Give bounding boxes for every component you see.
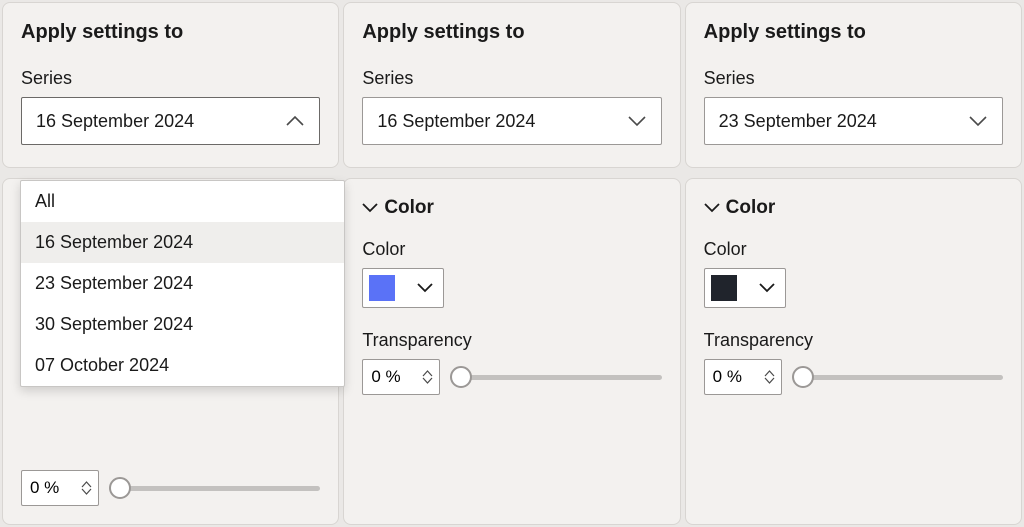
transparency-row: 0 % — [704, 359, 1003, 395]
settings-panel-1: Apply settings to Series 16 September 20… — [2, 2, 339, 525]
spinner — [81, 481, 92, 495]
spinner-up-icon[interactable] — [764, 370, 775, 377]
transparency-label: Transparency — [704, 330, 1003, 351]
chevron-down-icon — [968, 115, 988, 127]
transparency-value: 0 % — [30, 478, 59, 498]
spinner-up-icon[interactable] — [422, 370, 433, 377]
series-option-sep23[interactable]: 23 September 2024 — [21, 263, 344, 304]
apply-settings-title: Apply settings to — [362, 21, 661, 44]
color-accordion-header[interactable]: Color — [362, 197, 661, 219]
spinner-down-icon[interactable] — [81, 488, 92, 495]
apply-settings-card: Apply settings to Series 23 September 20… — [685, 2, 1022, 168]
chevron-down-icon — [362, 203, 378, 213]
slider-thumb[interactable] — [450, 366, 472, 388]
color-swatch — [369, 275, 395, 301]
transparency-input[interactable]: 0 % — [704, 359, 782, 395]
color-section-label: Color — [384, 197, 434, 219]
series-select[interactable]: 23 September 2024 — [704, 97, 1003, 145]
series-select-value: 16 September 2024 — [36, 111, 194, 132]
transparency-value: 0 % — [371, 367, 400, 387]
color-swatch — [711, 275, 737, 301]
spinner-up-icon[interactable] — [81, 481, 92, 488]
series-option-all[interactable]: All — [21, 181, 344, 222]
spinner-down-icon[interactable] — [422, 377, 433, 384]
slider-track — [792, 375, 1003, 380]
spinner — [422, 370, 433, 384]
chevron-down-icon — [627, 115, 647, 127]
transparency-value: 0 % — [713, 367, 742, 387]
transparency-label: Transparency — [362, 330, 661, 351]
series-label: Series — [21, 68, 320, 89]
chevron-down-icon — [759, 283, 775, 293]
chevron-down-icon — [417, 283, 433, 293]
series-label: Series — [362, 68, 661, 89]
color-card: Color Color Transparency 0 % — [685, 178, 1022, 525]
transparency-slider[interactable] — [109, 476, 320, 500]
transparency-input[interactable]: 0 % — [21, 470, 99, 506]
color-section-label: Color — [726, 197, 776, 219]
apply-settings-title: Apply settings to — [704, 21, 1003, 44]
transparency-row: 0 % — [362, 359, 661, 395]
color-picker[interactable] — [704, 268, 786, 308]
series-option-sep30[interactable]: 30 September 2024 — [21, 304, 344, 345]
series-dropdown-list: All 16 September 2024 23 September 2024 … — [20, 180, 345, 387]
color-accordion-header[interactable]: Color — [704, 197, 1003, 219]
series-select-value: 23 September 2024 — [719, 111, 877, 132]
settings-panel-2: Apply settings to Series 16 September 20… — [343, 2, 680, 525]
color-card: Color Color Transparency 0 % — [343, 178, 680, 525]
spinner — [764, 370, 775, 384]
series-select-value: 16 September 2024 — [377, 111, 535, 132]
slider-track — [109, 486, 320, 491]
transparency-row: 0 % — [21, 470, 320, 506]
chevron-down-icon — [704, 203, 720, 213]
apply-settings-card: Apply settings to Series 16 September 20… — [343, 2, 680, 168]
series-select[interactable]: 16 September 2024 — [362, 97, 661, 145]
slider-thumb[interactable] — [792, 366, 814, 388]
color-label: Color — [362, 239, 661, 260]
series-option-oct07[interactable]: 07 October 2024 — [21, 345, 344, 386]
color-label: Color — [704, 239, 1003, 260]
series-select[interactable]: 16 September 2024 — [21, 97, 320, 145]
transparency-slider[interactable] — [792, 365, 1003, 389]
transparency-slider[interactable] — [450, 365, 661, 389]
series-label: Series — [704, 68, 1003, 89]
apply-settings-title: Apply settings to — [21, 21, 320, 44]
chevron-up-icon — [285, 115, 305, 127]
slider-thumb[interactable] — [109, 477, 131, 499]
transparency-input[interactable]: 0 % — [362, 359, 440, 395]
series-option-sep16[interactable]: 16 September 2024 — [21, 222, 344, 263]
slider-track — [450, 375, 661, 380]
spinner-down-icon[interactable] — [764, 377, 775, 384]
settings-panel-3: Apply settings to Series 23 September 20… — [685, 2, 1022, 525]
color-picker[interactable] — [362, 268, 444, 308]
apply-settings-card: Apply settings to Series 16 September 20… — [2, 2, 339, 168]
